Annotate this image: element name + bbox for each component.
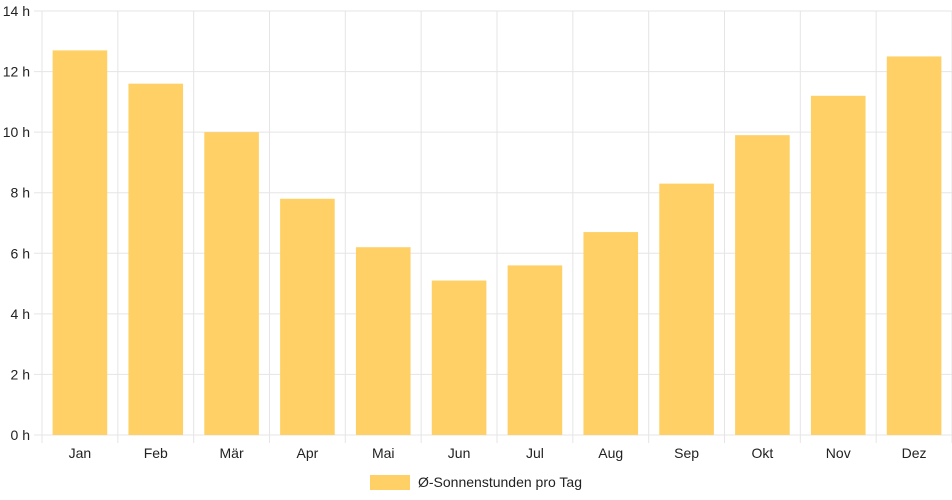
x-tick-label: Jun [448, 445, 471, 461]
bar-okt[interactable] [735, 135, 790, 435]
y-axis: 0 h 2 h 4 h 6 h 8 h 10 h 12 h 14 h [3, 3, 30, 443]
y-tick-label: 6 h [11, 245, 30, 261]
bar-mai[interactable] [355, 247, 411, 435]
x-tick-label: Apr [297, 445, 319, 461]
legend-swatch[interactable] [370, 475, 410, 490]
x-tick-label: Feb [144, 445, 168, 461]
y-tick-label: 14 h [3, 3, 30, 19]
y-tick-label: 12 h [3, 64, 30, 80]
x-tick-label: Mär [220, 445, 244, 461]
grid-lines [34, 10, 952, 443]
bar-aug[interactable] [583, 232, 639, 435]
x-axis: Jan Feb Mär Apr Mai Jun Jul Aug Sep Okt Nov Dez [69, 445, 927, 461]
x-tick-label: Nov [826, 445, 851, 461]
bar-feb[interactable] [128, 83, 184, 435]
bar-mär[interactable] [204, 132, 259, 435]
bar-jan[interactable] [52, 50, 108, 435]
bar-jun[interactable] [431, 280, 487, 435]
y-tick-label: 0 h [11, 427, 30, 443]
bar-sep[interactable] [659, 183, 714, 435]
y-tick-label: 8 h [11, 185, 30, 201]
x-tick-label: Okt [752, 445, 774, 461]
bar-apr[interactable] [280, 198, 335, 435]
bar-jul[interactable] [507, 265, 563, 435]
legend[interactable]: Ø-Sonnenstunden pro Tag [370, 474, 582, 490]
bar-nov[interactable] [810, 95, 866, 436]
y-tick-label: 2 h [11, 366, 30, 382]
x-tick-label: Aug [598, 445, 623, 461]
bar-dez[interactable] [886, 56, 942, 436]
x-tick-label: Mai [372, 445, 395, 461]
x-tick-label: Jan [69, 445, 92, 461]
y-tick-label: 10 h [3, 124, 30, 140]
legend-label[interactable]: Ø-Sonnenstunden pro Tag [418, 474, 582, 490]
x-tick-label: Dez [902, 445, 927, 461]
bars [52, 50, 942, 436]
y-tick-label: 4 h [11, 306, 30, 322]
x-tick-label: Sep [674, 445, 699, 461]
x-tick-label: Jul [526, 445, 544, 461]
